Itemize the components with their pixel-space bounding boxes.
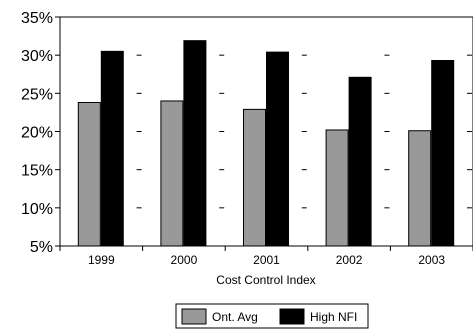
y-axis: 5% 10% 15% 20% 25% 30% 35% xyxy=(21,10,60,256)
x-tick-label: 2003 xyxy=(418,253,445,267)
bar-ont-avg xyxy=(408,130,432,247)
y-tick-label: 5% xyxy=(30,239,53,256)
x-tick-label: 1999 xyxy=(88,253,115,267)
bar-ont-avg xyxy=(243,108,266,247)
bar-high-nfi xyxy=(100,50,124,247)
x-tick-label: 2001 xyxy=(253,253,280,267)
y-tick-label: 35% xyxy=(21,10,53,27)
x-tick-label: 2000 xyxy=(171,253,198,267)
bar-high-nfi xyxy=(183,40,207,247)
y-tick-label: 25% xyxy=(21,86,53,103)
gridlines xyxy=(136,54,472,209)
x-axis: 1999 2000 2001 2002 2003 xyxy=(59,246,473,267)
bar-ont-avg xyxy=(325,129,349,247)
bar-ont-avg xyxy=(77,101,101,247)
y-tick-label: 15% xyxy=(21,163,53,180)
x-axis-title: Cost Control Index xyxy=(216,273,315,287)
bars xyxy=(77,40,455,247)
legend: Ont. Avg High NFI xyxy=(175,303,369,329)
y-tick-label: 20% xyxy=(21,125,53,142)
legend-box xyxy=(175,303,369,329)
bar-high-nfi xyxy=(266,51,289,247)
legend-label-ont-avg: Ont. Avg xyxy=(212,310,258,324)
bar-ont-avg xyxy=(160,100,184,247)
legend-label-high-nfi: High NFI xyxy=(310,310,357,324)
legend-swatch-high-nfi xyxy=(279,308,305,325)
y-tick-label: 10% xyxy=(21,201,53,218)
x-tick-label: 2002 xyxy=(336,253,363,267)
bar-high-nfi xyxy=(431,60,455,247)
legend-swatch-ont-avg xyxy=(181,308,207,325)
y-tick-label: 30% xyxy=(21,48,53,65)
bar-high-nfi xyxy=(348,76,372,247)
